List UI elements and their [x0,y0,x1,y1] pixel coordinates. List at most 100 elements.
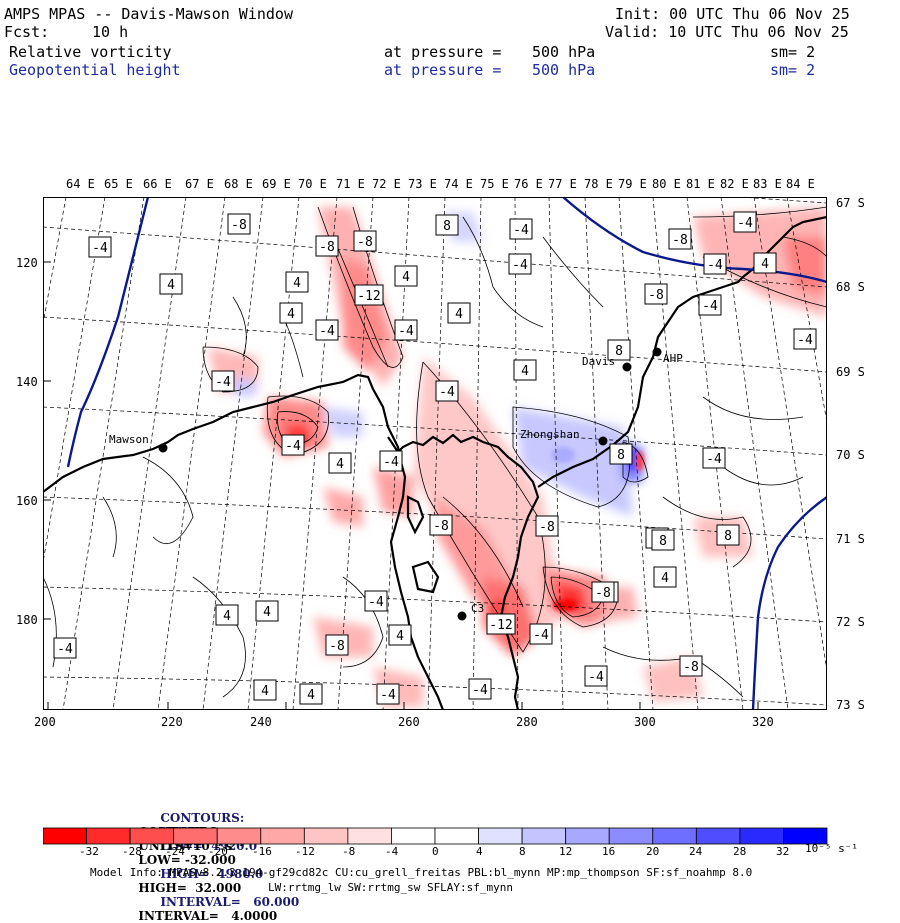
colorbar-cell [565,827,610,845]
x-tick: 320 [752,715,774,729]
lon-label: 83 E [753,177,782,191]
colorbar-cell [695,827,741,845]
svg-text:-8: -8 [329,639,345,654]
contour-label: 4 [279,302,303,324]
svg-text:-8: -8 [231,218,247,233]
svg-text:4: 4 [402,270,410,285]
lon-label: 70 E [298,177,327,191]
contour-label: -4 [726,686,748,706]
contour-label: 4 [394,265,418,287]
contour-label: 8 [607,339,631,361]
station-label-c3: C3 [471,602,484,615]
contour-label-layer: -8 -4 -8 -8 8 -4 -8 -4 -12 4 4 4 -4 -4 4… [53,211,817,706]
legend1-prefix: CONTOURS: [160,811,245,825]
lon-label: 67 E [185,177,214,191]
contour-label: 4 [447,302,471,324]
contour-label: 4 [653,566,677,588]
svg-text:4: 4 [521,364,529,379]
contour-label: 4 [285,271,309,293]
contour-label: -4 [509,218,533,240]
svg-text:-8: -8 [357,235,373,250]
lon-label: 74 E [444,177,473,191]
svg-text:-12: -12 [489,618,512,633]
contour-label: -4 [364,590,388,612]
x-tick: 280 [516,715,538,729]
svg-text:-4: -4 [368,595,384,610]
y-tick: 160 [16,494,38,508]
lon-label: 79 E [618,177,647,191]
colorbar-cell [347,827,392,845]
svg-text:-4: -4 [319,324,335,339]
colorbar-tick: 24 [689,845,703,858]
colorbar-cell [216,827,262,845]
colorbar-cell [478,827,523,845]
colorbar-tick: -12 [295,845,315,858]
legend2-high: HIGH= 32.000 [138,881,242,895]
svg-text:4: 4 [223,609,231,624]
svg-text:4: 4 [167,278,175,293]
colorbar [43,827,828,845]
svg-text:-8: -8 [648,288,664,303]
svg-text:-4: -4 [533,628,549,643]
lon-label: 84 E [786,177,815,191]
colorbar-cell [173,827,218,845]
graticule [43,197,827,710]
contour-label: -4 [376,683,400,705]
x-tick: 200 [34,715,56,729]
contour-label: -4 [508,253,532,275]
contour-label: 8 [651,529,675,551]
svg-text:-8: -8 [433,519,449,534]
colorbar-cell [43,827,87,845]
x-tick: 240 [250,715,272,729]
contour-label: -4 [793,328,817,350]
contour-label: 4 [159,273,183,295]
contour-label: 8 [435,214,459,236]
lon-label: 65 E [104,177,133,191]
contour-label: -4 [88,236,112,258]
svg-text:4: 4 [336,457,344,472]
lat-label: 69 S [836,365,865,379]
svg-text:8: 8 [617,448,625,463]
station-dot-ahp [652,347,662,357]
colorbar-cell [783,827,828,845]
svg-text:4: 4 [293,276,301,291]
svg-text:8: 8 [659,534,667,549]
field-1-smoothing: sm= 2 [770,43,816,61]
contour-label: -4 [698,294,722,316]
station-dot-zhongshan [598,436,608,446]
legend1-high: HIGH= 4980.0 [160,867,264,881]
station-dot-c3 [457,611,467,621]
colorbar-tick: -32 [79,845,99,858]
svg-text:4: 4 [396,629,404,644]
svg-text:-4: -4 [380,688,396,703]
vorticity-map: -8 -4 -8 -8 8 -4 -8 -4 -12 4 4 4 -4 -4 4… [43,197,827,710]
contour-label: -4 [211,370,235,392]
svg-text:-4: -4 [797,333,813,348]
contour-label: -8 [246,567,268,587]
svg-text:-4: -4 [285,439,301,454]
svg-text:-4: -4 [707,258,723,273]
contour-label: -4 [315,319,339,341]
geopotential-contours [66,197,827,710]
contour-label: -12 [354,284,384,306]
contour-label: -4 [435,380,459,402]
colorbar-cell [521,827,567,845]
lon-label: 72 E [372,177,401,191]
contour-label: -4 [213,369,235,389]
colorbar-cell [260,827,305,845]
lat-label: 72 S [836,615,865,629]
legend2-interval: INTERVAL= 4.0000 [138,909,278,923]
station-label-ahp: AHP [663,352,683,365]
lon-label: 80 E [652,177,681,191]
contour-label: 4 [328,452,352,474]
svg-text:-4: -4 [215,375,231,390]
lon-label: 75 E [480,177,509,191]
svg-text:4: 4 [287,307,295,322]
lon-label: 71 E [336,177,365,191]
station-label-zhongshan: Zhongshan [520,428,580,441]
contour-label: -8 [227,213,251,235]
contour-label: -4 [468,678,492,700]
contour-label: 4 [255,600,279,622]
colorbar-tick: 20 [646,845,660,858]
contour-label: 4 [753,252,777,274]
